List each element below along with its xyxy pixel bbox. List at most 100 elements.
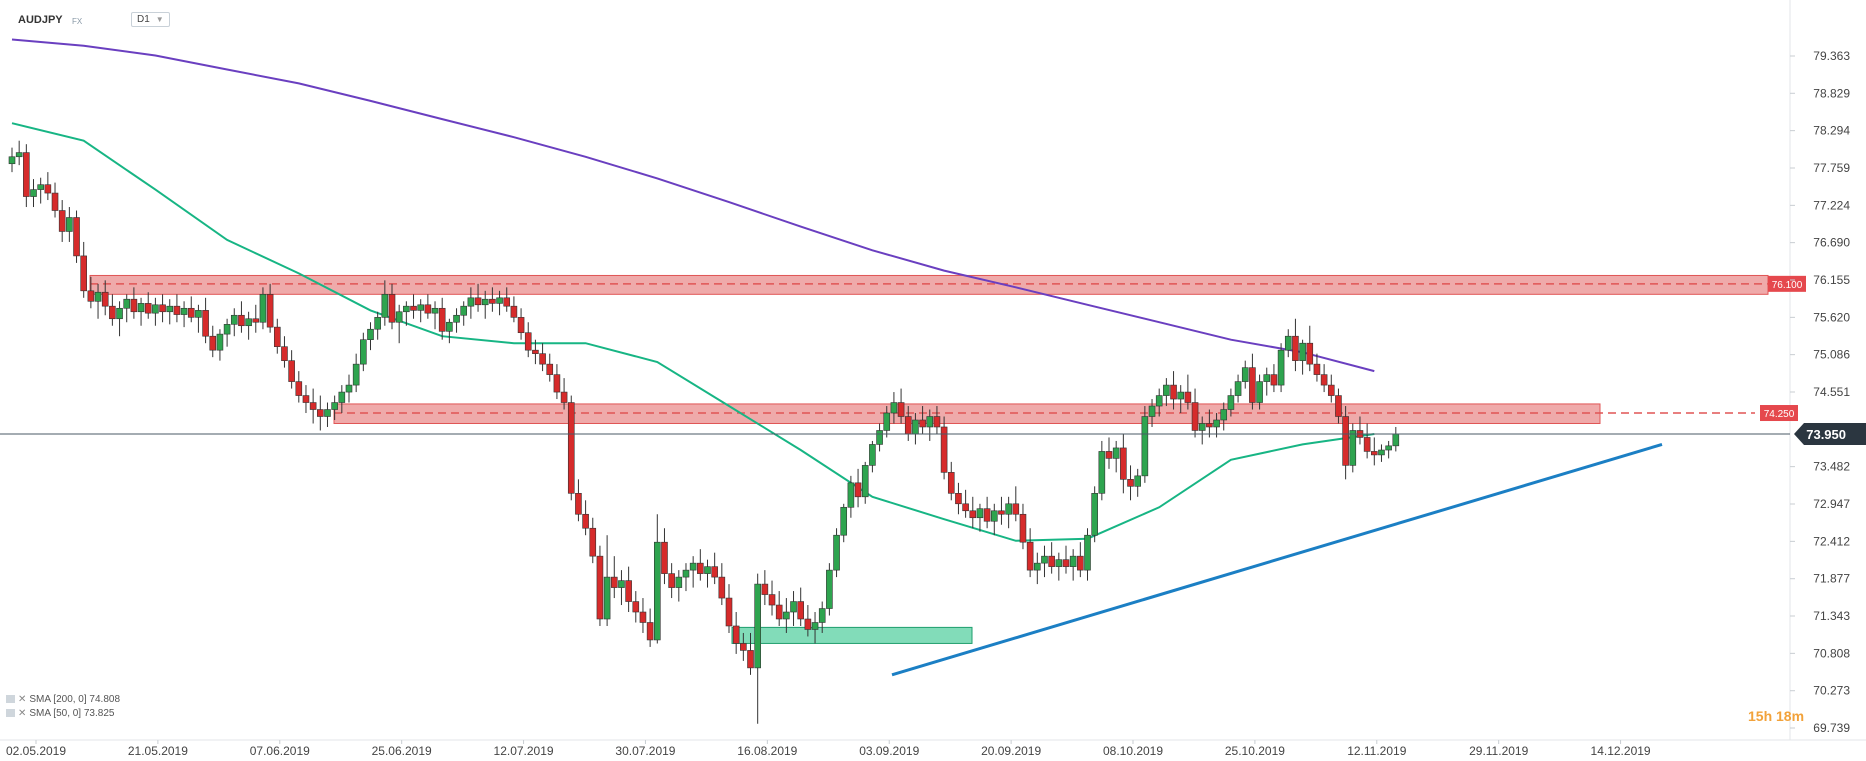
candle <box>1392 426 1400 452</box>
y-tick-label: 79.363 <box>1813 49 1850 63</box>
candle-body <box>1335 395 1342 417</box>
candle-body <box>187 307 195 318</box>
candle <box>682 563 690 592</box>
candle-body <box>775 604 783 620</box>
candle-body <box>374 317 381 330</box>
close-icon[interactable]: ✕ <box>18 708 27 719</box>
candle-body <box>144 303 152 314</box>
candle-body <box>481 298 489 306</box>
candle <box>152 297 159 326</box>
candle-body <box>704 566 711 574</box>
candle <box>360 332 367 372</box>
candle-body <box>1019 513 1027 543</box>
candle-body <box>152 304 159 314</box>
candle <box>288 350 295 389</box>
candle <box>854 468 862 508</box>
indicator-legend-sma50[interactable]: ✕ SMA [50, 0] 73.825 <box>6 708 114 719</box>
candle <box>438 297 446 340</box>
y-tick-label: 70.273 <box>1813 684 1850 698</box>
candle-body <box>1378 449 1385 456</box>
candles <box>8 140 1400 724</box>
candle-body <box>324 409 331 417</box>
candle <box>1069 549 1077 581</box>
symbol-label[interactable]: AUDJPY <box>18 14 63 26</box>
candle <box>589 517 597 564</box>
candle <box>668 563 675 599</box>
candle-body <box>854 482 862 498</box>
indicator-label: SMA [50, 0] 73.825 <box>29 708 115 719</box>
candle <box>833 528 840 578</box>
indicator-settings-icon[interactable] <box>6 709 15 718</box>
resistance-zone <box>89 274 1769 295</box>
candle-body <box>417 304 424 311</box>
candle <box>811 612 819 644</box>
candle <box>840 503 848 543</box>
candle-body <box>1148 405 1156 417</box>
candle <box>697 549 704 581</box>
timeframe-select[interactable]: D1 ▼ <box>131 12 170 27</box>
candle-body <box>1034 562 1041 571</box>
candle-body <box>1292 335 1299 361</box>
candle-body <box>1256 381 1263 403</box>
candle-body <box>697 562 704 574</box>
candle <box>1342 406 1349 480</box>
candle-body <box>761 583 769 595</box>
candle-body <box>381 294 389 318</box>
candle <box>1256 374 1263 410</box>
candle <box>223 318 231 347</box>
candle-body <box>1163 384 1170 396</box>
candle-body <box>1320 374 1328 386</box>
candle-body <box>826 569 833 609</box>
x-tick-label: 29.11.2019 <box>1469 744 1528 756</box>
candle <box>1241 360 1249 389</box>
candle-body <box>1055 559 1063 567</box>
candle-body <box>582 513 589 529</box>
candle <box>1220 402 1228 431</box>
candle <box>1306 325 1314 372</box>
candle-body <box>130 298 138 313</box>
candle <box>1198 416 1206 445</box>
candle-body <box>1270 374 1278 386</box>
candle <box>367 322 374 351</box>
candle <box>567 395 575 501</box>
candle <box>51 182 59 218</box>
candle-body <box>646 622 654 641</box>
candle <box>861 461 869 504</box>
candle-body <box>496 297 503 304</box>
candle-body <box>245 318 252 327</box>
candle <box>1206 409 1213 438</box>
candle <box>610 556 618 599</box>
candle-body <box>969 510 977 519</box>
candle-body <box>783 611 790 620</box>
candle-body <box>718 576 726 599</box>
candle-body <box>1062 559 1070 567</box>
candle <box>639 598 647 633</box>
trendline <box>891 443 1663 677</box>
candle-body <box>725 597 733 627</box>
candle <box>603 535 611 626</box>
candle-body <box>740 643 747 651</box>
candle <box>1270 364 1278 393</box>
x-tick-label: 30.07.2019 <box>615 744 675 756</box>
candle <box>417 299 424 323</box>
candle <box>818 601 826 633</box>
candle-body <box>446 321 453 332</box>
candle-body <box>732 625 740 644</box>
sma200-line <box>11 38 1375 373</box>
candle <box>259 287 267 330</box>
candle <box>1048 542 1055 574</box>
candle-body <box>295 381 303 396</box>
indicator-legend-sma200[interactable]: ✕ SMA [200, 0] 74.808 <box>6 694 120 705</box>
indicator-settings-icon[interactable] <box>6 695 15 704</box>
candle <box>969 496 977 529</box>
x-tick-label: 07.06.2019 <box>250 744 310 756</box>
candle <box>955 482 962 515</box>
candle <box>653 514 661 644</box>
candle <box>1127 465 1134 501</box>
x-axis: 02.05.2019 21.05.2019 07.06.2019 25.06.2019… <box>6 740 1651 758</box>
candle <box>897 388 905 424</box>
candle-body <box>1385 445 1392 451</box>
close-icon[interactable]: ✕ <box>18 694 27 705</box>
